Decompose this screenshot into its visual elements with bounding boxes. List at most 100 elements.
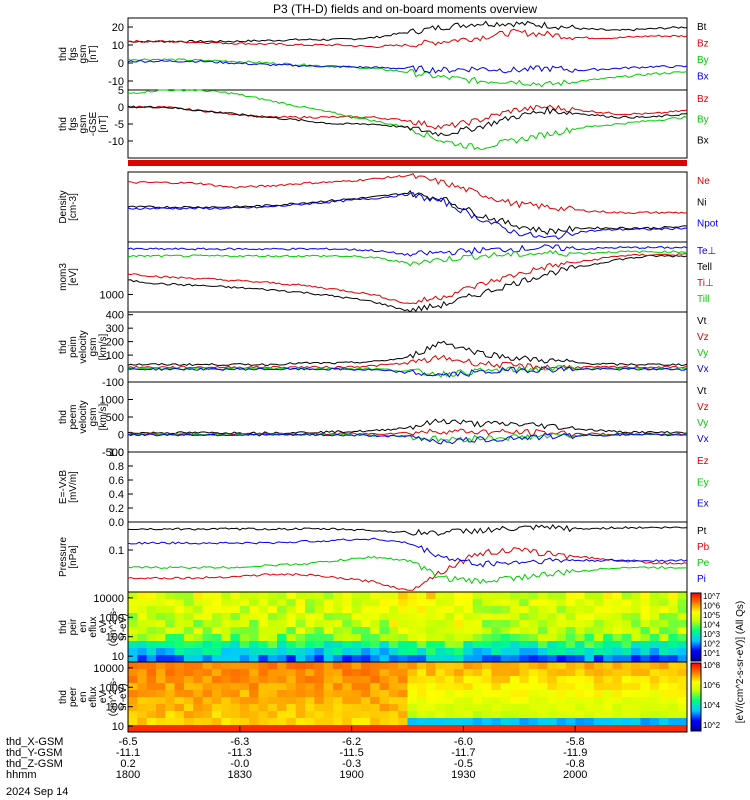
heatmap-cell [193,613,204,621]
heatmap-cell [388,676,399,684]
heatmap-cell [649,634,660,642]
heatmap-cell [631,613,641,621]
heatmap-cell [668,676,679,684]
heatmap-cell [286,655,297,663]
heatmap-cell [472,676,483,684]
heatmap-cell [631,704,641,712]
heatmap-cell [351,704,362,712]
heatmap-cell [500,606,511,614]
heatmap-cell [444,718,455,726]
heatmap-cell [472,662,483,670]
heatmap-cell [258,620,269,628]
heatmap-cell [202,676,213,684]
heatmap-cell [491,634,502,642]
xaxis-row-label: thd_Y-GSM [6,747,62,759]
heatmap-cell [398,690,408,698]
heatmap-cell [556,627,567,635]
heatmap-cell [463,662,474,670]
heatmap-cell [575,613,586,621]
heatmap-cell [202,662,213,670]
heatmap-cell [575,592,586,600]
series-line [127,354,688,371]
heatmap-cell [454,690,464,698]
heatmap-cell [267,725,278,733]
heatmap-cell [649,669,660,677]
heatmap-cell [230,620,241,628]
y-tick-label: 1000 [100,290,124,302]
heatmap-cell [249,697,259,705]
heatmap-cell [593,648,604,656]
heatmap-cell [239,697,250,705]
heatmap-cell [528,627,539,635]
heatmap-cell [174,697,185,705]
heatmap-cell [249,613,259,621]
heatmap-cell [528,613,539,621]
heatmap-cell [267,613,278,621]
heatmap-cell [631,725,641,733]
heatmap-cell [407,627,418,635]
legend-entry: Pi [697,574,706,585]
heatmap-cell [621,627,632,635]
heatmap-cell [332,634,343,642]
heatmap-cell [323,669,334,677]
heatmap-cell [174,683,185,691]
heatmap-cell [230,648,241,656]
heatmap-cell [612,613,623,621]
heatmap-cell [472,627,483,635]
panel-frame [127,89,688,159]
heatmap-cell [379,690,390,698]
heatmap-cell [193,592,204,600]
heatmap-cell [603,620,613,628]
heatmap-cell [426,606,436,614]
heatmap-cell [435,697,446,705]
heatmap-cell [314,641,325,649]
heatmap-cell [416,592,427,600]
heatmap-cell [640,606,651,614]
heatmap-cell [491,641,502,649]
heatmap-cell [584,641,595,649]
heatmap-cell [677,634,688,642]
heatmap-cell [603,606,613,614]
legend-entry: Tell [697,262,712,273]
heatmap-cell [491,627,502,635]
heatmap-cell [137,599,148,607]
heatmap-cell [556,725,567,733]
heatmap-cell [426,662,436,670]
heatmap-cell [342,683,353,691]
heatmap-cell [509,662,520,670]
heatmap-cell [426,627,436,635]
heatmap-cell [426,683,436,691]
heatmap-cell [183,648,194,656]
heatmap-cell [500,641,511,649]
heatmap-cell [509,676,520,684]
heatmap-cell [565,599,576,607]
heatmap-cell [593,599,604,607]
heatmap-cell [454,725,464,733]
heatmap-cell [677,669,688,677]
heatmap-cell [128,620,138,628]
heatmap-cell [416,648,427,656]
heatmap-cell [286,648,297,656]
heatmap-cell [575,655,586,663]
heatmap-cell [174,711,185,719]
heatmap-cell [556,662,567,670]
heatmap-cell [128,683,138,691]
xaxis-value: 0.2 [120,758,135,770]
heatmap-cell [668,669,679,677]
heatmap-cell [398,697,408,705]
heatmap-cell [463,606,474,614]
heatmap-cell [659,690,669,698]
heatmap-cell [239,655,250,663]
heatmap-cell [398,613,408,621]
heatmap-cell [155,669,166,677]
heatmap-cell [668,641,679,649]
heatmap-cell [668,613,679,621]
heatmap-cell [165,669,176,677]
heatmap-cell [463,683,474,691]
heatmap-cell [221,662,231,670]
heatmap-cell [174,634,185,642]
heatmap-cell [593,676,604,684]
heatmap-cell [575,697,586,705]
heatmap-cell [584,683,595,691]
heatmap-cell [584,711,595,719]
